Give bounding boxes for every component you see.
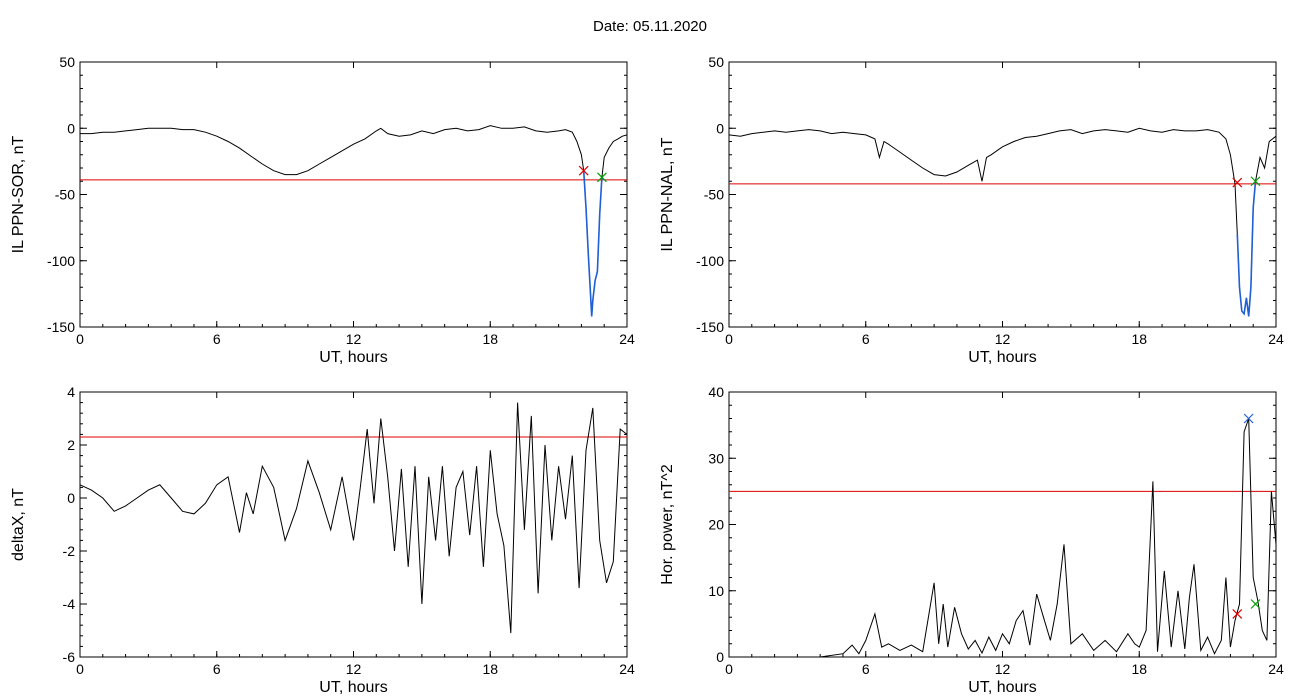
x-tick-label: 6	[862, 661, 870, 677]
event-trace	[1236, 181, 1257, 317]
end-marker	[597, 172, 607, 183]
event-trace	[582, 170, 603, 317]
y-tick-label: -150	[47, 319, 75, 335]
marker-stroke	[578, 165, 589, 176]
x-tick-label: 12	[995, 331, 1011, 347]
data-trace	[728, 127, 1277, 317]
x-axis-label: UT, hours	[968, 679, 1036, 696]
y-tick-label: 2	[67, 437, 75, 453]
y-tick-label: 50	[708, 54, 724, 70]
start-marker	[1232, 609, 1243, 619]
plot-frame	[79, 61, 628, 328]
marker-stroke	[597, 172, 607, 183]
data-trace	[729, 418, 1277, 658]
y-tick-label: 40	[708, 384, 724, 400]
x-axis-label: UT, hours	[319, 349, 387, 366]
end-marker	[1250, 176, 1261, 187]
x-tick-label: 24	[1268, 661, 1284, 677]
x-tick-label: 24	[619, 661, 635, 677]
y-tick-label: 20	[708, 517, 724, 533]
y-tick-label: -2	[63, 543, 76, 559]
x-tick-label: 6	[213, 661, 221, 677]
y-tick-label: 0	[67, 490, 75, 506]
x-tick-label: 0	[725, 661, 733, 677]
y-axis-label: IL PPN-SOR, nT	[10, 135, 27, 253]
y-axis-label: Hor. power, nT^2	[659, 464, 676, 585]
x-tick-label: 18	[1131, 661, 1147, 677]
y-tick-label: 0	[716, 120, 724, 136]
y-tick-label: 0	[716, 649, 724, 665]
y-tick-label: -50	[55, 187, 75, 203]
x-tick-label: 0	[725, 331, 733, 347]
marker-stroke	[1232, 177, 1243, 188]
y-tick-label: -50	[704, 187, 724, 203]
end-marker	[1250, 599, 1261, 609]
x-tick-label: 18	[482, 661, 498, 677]
x-tick-label: 12	[995, 661, 1011, 677]
plot-frame	[79, 391, 628, 658]
start-marker	[578, 165, 589, 176]
start-marker	[1232, 177, 1243, 188]
x-tick-label: 0	[76, 331, 84, 347]
y-axis-label: IL PPN-NAL, nT	[659, 137, 676, 251]
panel-hor-power: 0 6 12 18 24 0 10 20 30 40 UT, hours Hor. power, nT…	[659, 384, 1284, 696]
x-tick-label: 18	[1131, 331, 1147, 347]
x-tick-label: 12	[346, 331, 362, 347]
panel-il-ppn-nal: 0 6 12 18 24 -150 -100 -50 0 50 UT, hours IL PPN-NA…	[659, 54, 1284, 366]
x-tick-label: 12	[346, 661, 362, 677]
y-tick-label: 4	[67, 384, 75, 400]
y-tick-label: 0	[67, 120, 75, 136]
y-tick-label: 30	[708, 450, 724, 466]
data-trace	[80, 125, 628, 317]
marker-stroke	[1232, 609, 1243, 619]
x-axis-label: UT, hours	[319, 679, 387, 696]
y-tick-label: -4	[63, 596, 76, 612]
y-tick-label: -100	[696, 253, 724, 269]
panel-il-ppn-sor: 0 6 12 18 24 -150 -100 -50 0 50 UT, hours IL PPN-SO…	[10, 54, 635, 366]
y-tick-label: 10	[708, 583, 724, 599]
y-tick-label: -150	[696, 319, 724, 335]
y-tick-label: 50	[59, 54, 75, 70]
plot-frame	[728, 391, 1277, 658]
x-axis-label: UT, hours	[968, 349, 1036, 366]
x-tick-label: 0	[76, 661, 84, 677]
x-tick-label: 18	[482, 331, 498, 347]
y-tick-label: -6	[63, 649, 76, 665]
plot-frame	[728, 61, 1277, 328]
x-tick-label: 6	[862, 331, 870, 347]
x-tick-label: 24	[1268, 331, 1284, 347]
marker-stroke	[1250, 599, 1261, 609]
marker-stroke	[1250, 176, 1261, 187]
data-trace	[79, 402, 628, 634]
page-title: Date: 05.11.2020	[593, 18, 707, 35]
x-tick-label: 24	[619, 331, 635, 347]
y-axis-label: deltaX, nT	[10, 488, 27, 561]
peak-marker	[1243, 413, 1254, 424]
marker-stroke	[1243, 413, 1254, 424]
x-tick-label: 6	[213, 331, 221, 347]
y-tick-label: -100	[47, 253, 75, 269]
